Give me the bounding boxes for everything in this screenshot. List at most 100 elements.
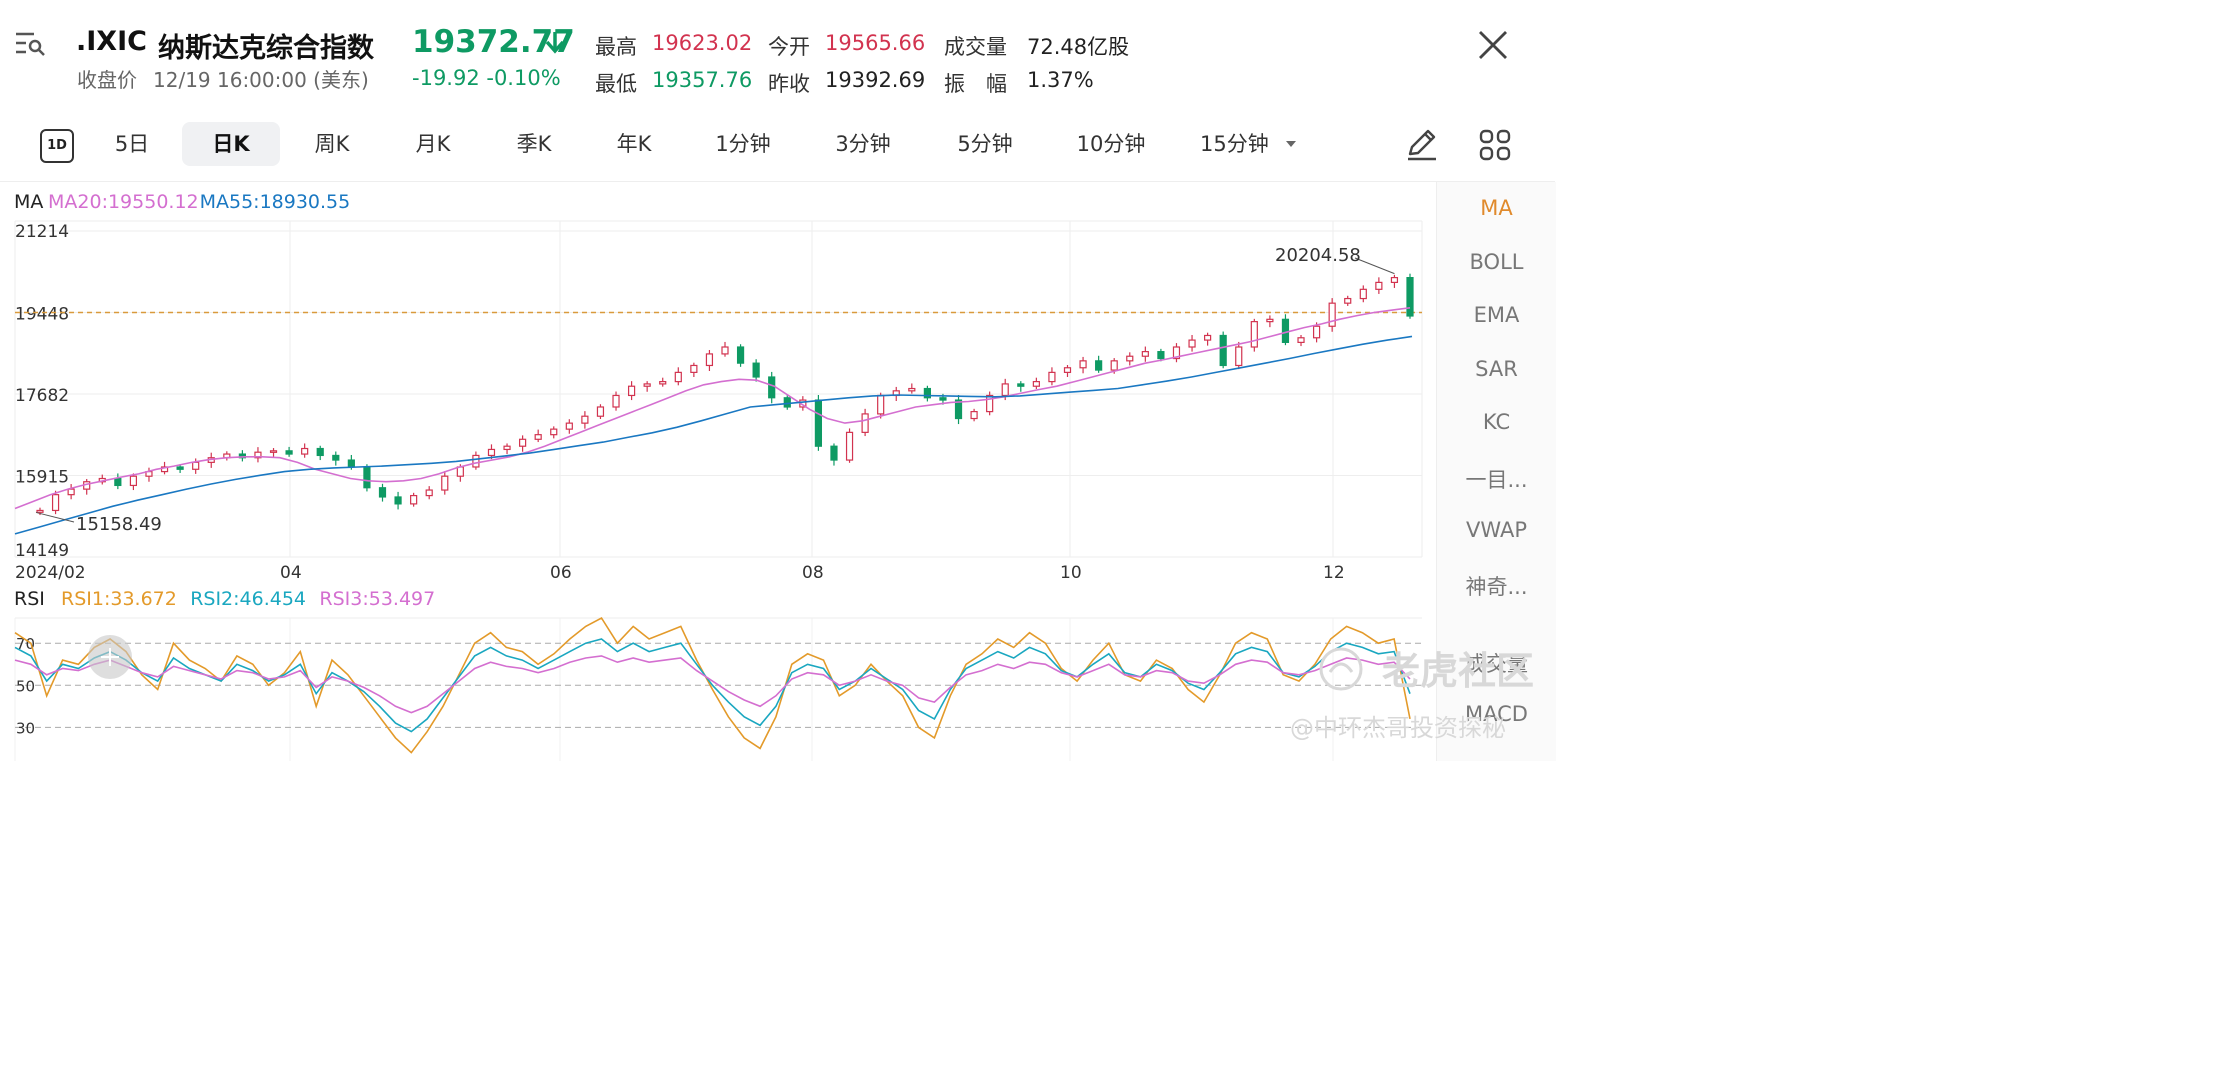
rsi-legend-rsi1: RSI1:33.672 bbox=[61, 588, 177, 610]
candle-body bbox=[301, 447, 309, 455]
candle-body bbox=[285, 450, 293, 455]
candle-body bbox=[36, 509, 44, 513]
candle-body bbox=[1048, 371, 1056, 383]
candle-body bbox=[441, 475, 449, 491]
stat-prev-close-label: 昨收 bbox=[768, 72, 810, 96]
candle-body bbox=[114, 477, 122, 487]
candle-body bbox=[503, 445, 511, 451]
candle-body bbox=[1126, 355, 1134, 362]
candle-body bbox=[534, 434, 542, 440]
y-tick-label: 21214 bbox=[15, 222, 69, 242]
close-icon[interactable] bbox=[1476, 28, 1510, 62]
ma-legend-ma20: MA20:19550.12 bbox=[48, 191, 199, 213]
menu-icon[interactable] bbox=[14, 30, 46, 58]
tab-1min[interactable]: 1分钟 bbox=[715, 132, 771, 156]
rsi-legend-rsi2: RSI2:46.454 bbox=[190, 588, 306, 610]
candle-body bbox=[970, 411, 978, 420]
y-tick-label: 17682 bbox=[15, 386, 69, 406]
rsi-y-tick-label: 50 bbox=[16, 677, 35, 695]
rsi-y-tick-label: 30 bbox=[16, 719, 35, 737]
stat-open-label: 今开 bbox=[768, 35, 810, 59]
candle-body bbox=[721, 346, 729, 355]
ma-legend-ma55: MA55:18930.55 bbox=[200, 191, 351, 213]
candle-body bbox=[830, 445, 838, 461]
candle-body bbox=[425, 489, 433, 497]
high-annotation-leader bbox=[1354, 257, 1395, 275]
candle-body bbox=[519, 438, 527, 447]
x-tick-label: 06 bbox=[550, 563, 572, 583]
tab-15min[interactable]: 15分钟 bbox=[1200, 132, 1269, 156]
sidebar-item-magic[interactable]: 神奇... bbox=[1465, 575, 1528, 599]
sidebar-item-macd[interactable]: MACD bbox=[1465, 702, 1528, 726]
x-tick-label: 04 bbox=[280, 563, 302, 583]
candle-body bbox=[1063, 367, 1072, 373]
candle-body bbox=[1141, 351, 1149, 357]
sidebar-item-ichimoku[interactable]: 一目... bbox=[1465, 468, 1528, 492]
tab-5day[interactable]: 5日 bbox=[114, 132, 150, 156]
price-change: -19.92 -0.10% bbox=[412, 66, 561, 90]
ma-legend-title: MA bbox=[14, 191, 43, 213]
sidebar-item-ema[interactable]: EMA bbox=[1473, 303, 1520, 327]
candle-body bbox=[923, 387, 931, 399]
stat-amplitude-label: 振 幅 bbox=[944, 72, 1007, 96]
indicator-sidebar: MA BOLL EMA SAR KC 一目... VWAP 神奇... 成交量 … bbox=[1436, 182, 1556, 761]
toolbar-divider bbox=[0, 181, 1555, 182]
dropdown-caret-icon[interactable] bbox=[1285, 139, 1297, 149]
candle-body bbox=[394, 496, 402, 505]
tab-10min[interactable]: 10分钟 bbox=[1076, 132, 1146, 156]
stat-low-value: 19357.76 bbox=[652, 68, 753, 92]
candle-body bbox=[378, 487, 387, 498]
candle-body bbox=[332, 454, 340, 461]
y-tick-label: 19448 bbox=[15, 304, 69, 324]
high-annotation: 20204.58 bbox=[1275, 245, 1361, 266]
sidebar-item-ma[interactable]: MA bbox=[1480, 196, 1513, 220]
rsi-legend-rsi3: RSI3:53.497 bbox=[319, 588, 435, 610]
rsi-legend-title: RSI bbox=[14, 588, 45, 610]
candle-body bbox=[1297, 337, 1305, 343]
x-tick-label: 10 bbox=[1060, 563, 1082, 583]
candle-body bbox=[752, 362, 760, 378]
stat-high-label: 最高 bbox=[595, 35, 637, 59]
tab-1d[interactable]: 1D bbox=[40, 129, 74, 163]
candle-body bbox=[954, 399, 963, 420]
sidebar-item-kc[interactable]: KC bbox=[1482, 410, 1511, 434]
candle-body bbox=[1344, 297, 1352, 304]
tab-weekly-k[interactable]: 周K bbox=[314, 132, 350, 156]
sidebar-item-vwap[interactable]: VWAP bbox=[1465, 518, 1527, 542]
candle-body bbox=[565, 422, 573, 430]
tab-quarterly-k[interactable]: 季K bbox=[516, 132, 552, 156]
draw-pen-icon[interactable] bbox=[1404, 126, 1440, 162]
tab-3min[interactable]: 3分钟 bbox=[835, 132, 891, 156]
sidebar-item-sar[interactable]: SAR bbox=[1475, 357, 1518, 381]
tab-monthly-k[interactable]: 月K bbox=[415, 132, 451, 156]
x-tick-label: 2024/02 bbox=[15, 563, 86, 583]
tab-yearly-k[interactable]: 年K bbox=[616, 132, 652, 156]
stat-amplitude-value: 1.37% bbox=[1027, 68, 1094, 92]
rsi-y-tick-label: 70 bbox=[16, 635, 35, 653]
grid-layout-icon[interactable] bbox=[1478, 128, 1512, 162]
ma20-line bbox=[14, 307, 1411, 510]
candle-body bbox=[129, 475, 138, 487]
candle-body bbox=[845, 431, 854, 461]
arrow-down-icon bbox=[545, 32, 565, 54]
tiger-logo-icon bbox=[1319, 647, 1363, 691]
sidebar-item-boll[interactable]: BOLL bbox=[1469, 250, 1524, 274]
candle-body bbox=[1172, 346, 1181, 360]
candle-body bbox=[1312, 325, 1321, 339]
candle-body bbox=[347, 459, 355, 468]
candle-body bbox=[316, 447, 324, 457]
sidebar-item-volume[interactable]: 成交量 bbox=[1465, 652, 1528, 676]
candle-body bbox=[643, 383, 651, 387]
candle-body bbox=[1235, 346, 1243, 367]
tab-daily-k[interactable]: 日K bbox=[182, 122, 280, 166]
tab-5min[interactable]: 5分钟 bbox=[957, 132, 1013, 156]
candle-body bbox=[1250, 321, 1258, 348]
close-price-label: 收盘价 bbox=[77, 68, 137, 92]
candle-body bbox=[581, 415, 589, 424]
y-tick-label: 15915 bbox=[15, 468, 69, 488]
candle-body bbox=[1188, 339, 1196, 348]
chart-canvas[interactable]: MA MA20:19550.12 MA55:18930.55 21214 19448 17… bbox=[0, 0, 1436, 761]
x-tick-label: 12 bbox=[1323, 563, 1345, 583]
y-tick-label: 14149 bbox=[15, 541, 69, 561]
candle-body bbox=[1406, 277, 1414, 317]
